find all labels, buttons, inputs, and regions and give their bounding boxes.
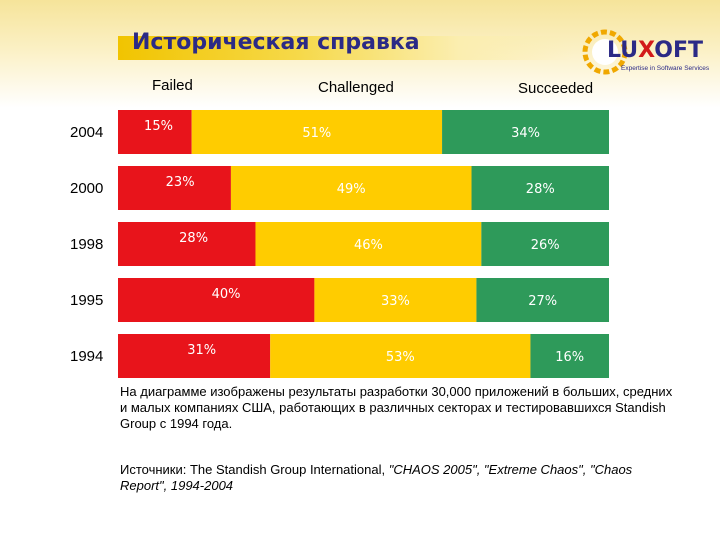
bar-label-challenged-2004: 51% xyxy=(302,126,331,141)
chart-caption: На диаграмме изображены результаты разра… xyxy=(120,384,673,431)
bar-challenged-2004 xyxy=(191,110,443,154)
bar-label-challenged-1994: 53% xyxy=(386,350,415,365)
bar-succeeded-1998 xyxy=(481,222,609,266)
bar-failed-2000 xyxy=(118,166,231,210)
year-label: 2004 xyxy=(70,124,103,141)
year-label: 1995 xyxy=(70,292,103,309)
bar-succeeded-1995 xyxy=(476,278,609,322)
page-title: Историческая справка xyxy=(132,30,420,55)
bar-label-challenged-1998: 46% xyxy=(354,238,383,253)
bar-succeeded-2004 xyxy=(442,110,609,154)
bar-label-succeeded-2004: 34% xyxy=(511,126,540,141)
year-label: 1994 xyxy=(70,348,103,365)
bar-label-failed-1995: 40% xyxy=(212,287,241,302)
bar-label-challenged-1995: 33% xyxy=(381,294,410,309)
legend-challenged: Challenged xyxy=(318,79,394,96)
bar-label-succeeded-1995: 27% xyxy=(528,294,557,309)
bar-challenged-1998 xyxy=(255,222,482,266)
luxoft-logo: LUXOFT Expertise in Software Services xyxy=(577,18,717,80)
bar-challenged-1995 xyxy=(314,278,477,322)
year-label: 1998 xyxy=(70,236,103,253)
bar-label-succeeded-1994: 16% xyxy=(555,350,584,365)
logo-wordmark: LUXOFT xyxy=(607,38,703,63)
gear-icon xyxy=(582,29,628,75)
bar-label-failed-1998: 28% xyxy=(179,231,208,246)
sources-prefix: Источники: The Standish Group Internatio… xyxy=(120,462,389,477)
bar-failed-1998 xyxy=(118,222,256,266)
bar-succeeded-2000 xyxy=(471,166,609,210)
bar-label-succeeded-2000: 28% xyxy=(526,182,555,197)
bar-failed-2004 xyxy=(118,110,192,154)
bar-label-challenged-2000: 49% xyxy=(337,182,366,197)
logo-text-part: LU xyxy=(607,38,639,63)
bar-label-succeeded-1998: 26% xyxy=(531,238,560,253)
legend-failed: Failed xyxy=(152,77,193,94)
bar-succeeded-1994 xyxy=(530,334,609,378)
bar-label-failed-2004: 15% xyxy=(144,119,173,134)
title-highlight-bar xyxy=(118,36,573,60)
bar-challenged-1994 xyxy=(270,334,531,378)
bar-failed-1994 xyxy=(118,334,271,378)
bar-label-failed-2000: 23% xyxy=(166,175,195,190)
bar-challenged-2000 xyxy=(230,166,472,210)
year-label: 2000 xyxy=(70,180,103,197)
logo-tagline: Expertise in Software Services xyxy=(621,65,710,72)
legend-succeeded: Succeeded xyxy=(518,80,594,97)
logo-text-x: X xyxy=(638,38,655,63)
sources-note: Источники: The Standish Group Internatio… xyxy=(120,462,680,494)
sources-items: "CHAOS 2005", "Extreme Chaos", "Chaos Re… xyxy=(120,462,633,493)
logo-text-part: OFT xyxy=(654,38,704,63)
bar-label-failed-1994: 31% xyxy=(187,343,216,358)
bar-failed-1995 xyxy=(118,278,315,322)
